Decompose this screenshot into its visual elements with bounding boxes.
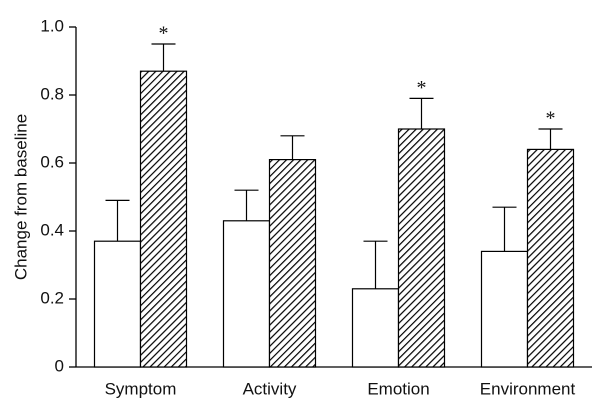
y-tick-label: 0.8 [40, 84, 64, 103]
y-axis-label: Change from baseline [11, 114, 30, 280]
x-tick-label: Emotion [367, 379, 429, 398]
significance-marker: * [417, 77, 427, 99]
y-tick-label: 1.0 [40, 16, 64, 35]
y-tick-label: 0.6 [40, 152, 64, 171]
y-tick-label: 0.4 [40, 220, 64, 239]
bar [480, 250, 529, 368]
bar [222, 220, 271, 368]
significance-marker: * [159, 23, 169, 45]
bar [268, 159, 317, 368]
bar [351, 288, 400, 368]
bar [139, 70, 188, 368]
x-tick-label: Symptom [105, 379, 177, 398]
bar [93, 240, 142, 368]
significance-marker: * [546, 108, 556, 130]
bar [397, 128, 446, 368]
x-tick-label: Activity [243, 379, 297, 398]
x-tick-label: Environment [480, 379, 576, 398]
bar [526, 148, 575, 368]
y-tick-label: 0 [55, 356, 64, 375]
y-tick-label: 0.2 [40, 288, 64, 307]
